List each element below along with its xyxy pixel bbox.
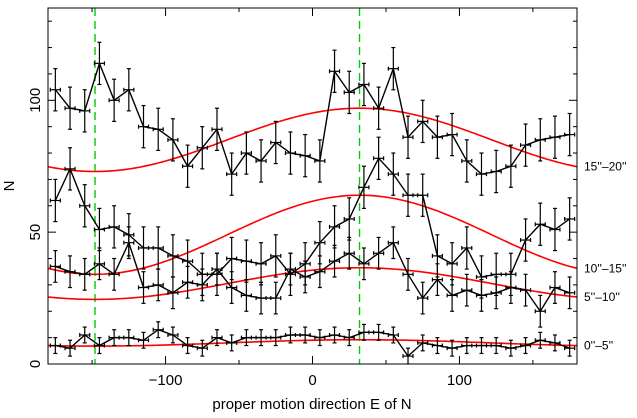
series-line-1 [54,157,571,278]
data-point [49,178,61,223]
fit-curves [48,107,577,347]
axis-ticks [48,8,577,364]
fit-curve-2 [48,266,577,301]
series-labels: 15''–20'' 10''–15'' 5''–10'' 0''–5'' [584,160,627,353]
series-label-0: 15''–20'' [584,160,627,174]
y-tick-label: 50 [27,224,44,241]
series-line-0 [54,61,570,176]
y-tick-label: 100 [27,88,44,113]
fit-curve-0 [48,107,577,173]
series-label-2: 5''–10'' [584,290,620,304]
x-axis-label: proper motion direction E of N [212,396,411,413]
data-point [564,339,576,357]
plot-area [48,8,577,364]
data-point [564,197,576,241]
y-tick-label: 0 [27,360,44,368]
data-lines [54,61,571,358]
fit-curve-3 [48,338,577,347]
series-line-2 [55,240,570,313]
tick-labels: −100 0 100 0 50 100 [27,88,472,389]
fit-curve-1 [48,194,577,276]
series-label-1: 10''–15'' [584,261,627,275]
x-tick-label: −100 [149,372,183,389]
series-label-3: 0''–5'' [584,339,613,353]
data-point [402,347,414,364]
y-axis-label: N [1,181,18,192]
x-tick-label: 100 [447,372,472,389]
data-point [49,68,61,112]
x-tick-label: 0 [308,372,316,389]
data-point [564,276,576,310]
series-line-3 [55,328,570,358]
reference-lines [94,8,361,364]
